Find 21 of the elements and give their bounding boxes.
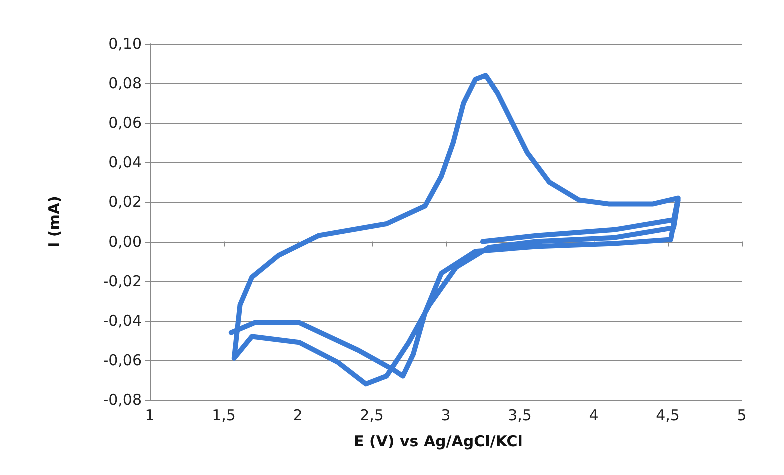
y-tick-label: 0,02 (108, 193, 142, 212)
y-tick-label: -0,04 (103, 312, 142, 330)
x-tick-label: 5 (737, 406, 747, 424)
x-tick-label: 4,5 (656, 406, 680, 424)
x-tick-label: 1 (145, 406, 155, 424)
x-tick-label: 1,5 (212, 406, 236, 424)
x-tick-label: 4 (589, 406, 599, 424)
y-tick-label: 0,10 (108, 35, 142, 53)
y-tick-label: 0,08 (108, 74, 142, 93)
y-tick-label: -0,06 (103, 351, 142, 370)
x-tick-label: 3 (441, 406, 451, 424)
x-tick-label: 2,5 (360, 406, 384, 424)
y-tick-label: -0,02 (103, 272, 142, 290)
x-axis-title: E (V) vs Ag/AgCl/KCl (354, 432, 523, 450)
y-axis-title: I (mA) (46, 196, 64, 248)
x-tick-label: 3,5 (508, 406, 532, 424)
y-tick-label: 0,04 (108, 154, 142, 172)
y-tick-label: -0,08 (103, 391, 142, 409)
y-tick-label: 0,00 (108, 232, 142, 251)
x-tick-label: 2 (293, 406, 303, 424)
y-tick-label: 0,06 (108, 114, 142, 132)
